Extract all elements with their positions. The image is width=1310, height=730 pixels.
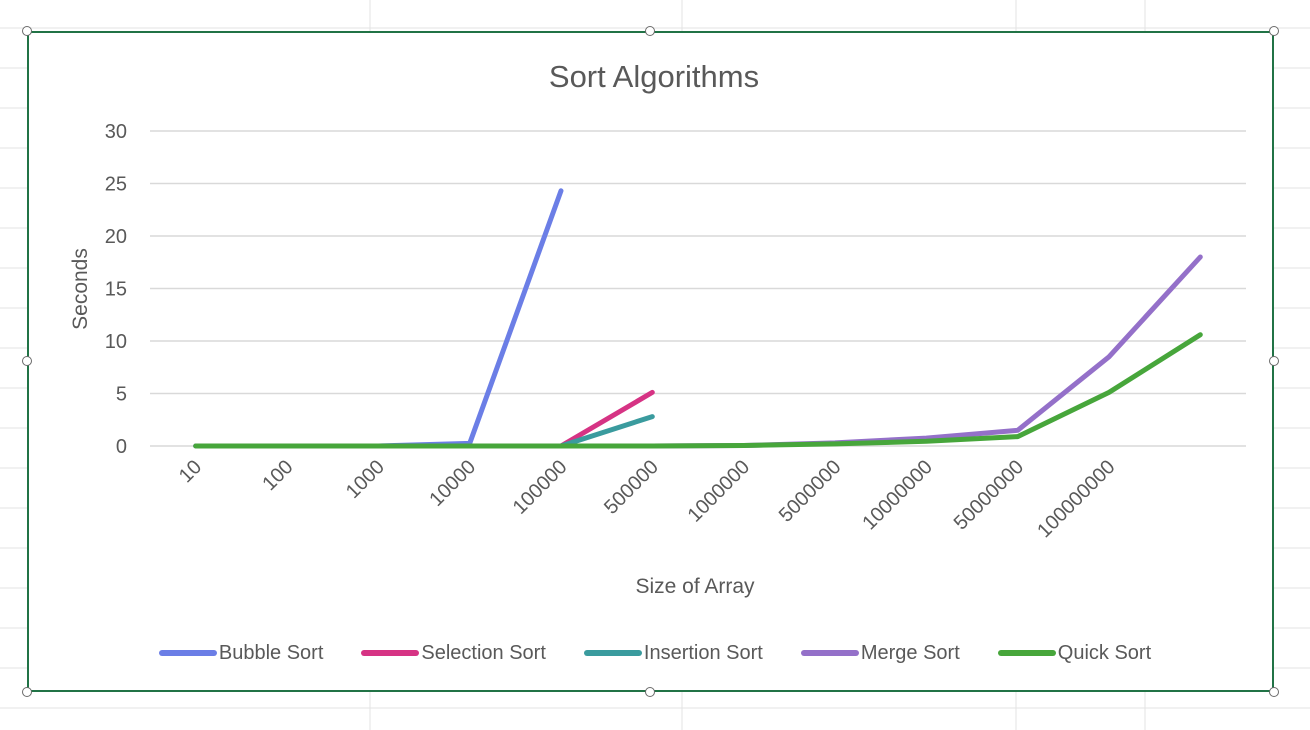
x-tick-label: 50000000 [950, 456, 1028, 534]
legend-item-merge-sort[interactable]: Merge Sort [800, 641, 960, 665]
y-tick-label: 10 [105, 331, 127, 353]
x-tick-label: 5000000 [775, 456, 846, 527]
series-line-bubble-sort[interactable] [193, 188, 564, 449]
x-tick-label: 100 [258, 456, 297, 495]
x-tick-label: 1000 [342, 456, 389, 503]
series-line-selection-sort[interactable] [558, 389, 655, 449]
legend-label-insertion-sort: Insertion Sort [643, 641, 763, 664]
legend-label-quick-sort: Quick Sort [1057, 641, 1152, 664]
resize-handle-bottom-left[interactable] [22, 687, 32, 697]
legend-item-selection-sort[interactable]: Selection Sort [361, 642, 546, 665]
chart-title: Sort Algorithms [549, 59, 759, 94]
legend-item-quick-sort[interactable]: Quick Sort [997, 641, 1152, 665]
x-tick-label: 100000 [509, 456, 572, 519]
y-tick-label: 30 [105, 121, 127, 143]
legend-label-bubble-sort: Bubble Sort [218, 641, 324, 664]
legend-item-bubble-sort[interactable]: Bubble Sort [158, 641, 324, 665]
x-axis-title: Size of Array [635, 575, 755, 598]
legend-swatch-insertion-sort [583, 650, 642, 656]
x-tick-label: 10000 [425, 456, 480, 511]
resize-handle-bottom-right[interactable] [1269, 687, 1279, 697]
y-tick-label: 0 [116, 436, 127, 458]
chart-frame[interactable] [27, 31, 1274, 692]
y-tick-label: 5 [116, 384, 127, 406]
legend-label-selection-sort: Selection Sort [421, 641, 546, 664]
resize-handle-middle-right[interactable] [1269, 356, 1279, 366]
y-tick-label: 25 [105, 174, 127, 196]
legend-swatch-merge-sort [800, 650, 859, 656]
resize-handle-middle-left[interactable] [22, 356, 32, 366]
x-tick-label: 100000000 [1033, 456, 1119, 542]
resize-handle-bottom-center[interactable] [645, 687, 655, 697]
y-tick-label: 15 [105, 279, 127, 301]
resize-handle-top-left[interactable] [22, 26, 32, 36]
x-tick-label: 10000000 [858, 456, 936, 534]
y-tick-label: 20 [105, 226, 127, 248]
chart-legend: Bubble Sort Selection Sort Insertion Sor… [0, 640, 1310, 666]
y-axis-title: Seconds [69, 248, 92, 330]
legend-label-merge-sort: Merge Sort [860, 641, 960, 664]
legend-swatch-bubble-sort [158, 650, 217, 656]
series-line-insertion-sort[interactable] [558, 414, 655, 449]
x-tick-label: 500000 [600, 456, 663, 519]
x-tick-label: 1000000 [684, 456, 755, 527]
series-line-quick-sort[interactable] [193, 332, 1203, 449]
legend-swatch-selection-sort [361, 650, 420, 656]
legend-swatch-quick-sort [997, 650, 1056, 656]
resize-handle-top-center[interactable] [645, 26, 655, 36]
series-line-merge-sort[interactable] [193, 254, 1203, 449]
x-tick-label: 10 [175, 456, 206, 487]
legend-item-insertion-sort[interactable]: Insertion Sort [583, 641, 763, 665]
resize-handle-top-right[interactable] [1269, 26, 1279, 36]
